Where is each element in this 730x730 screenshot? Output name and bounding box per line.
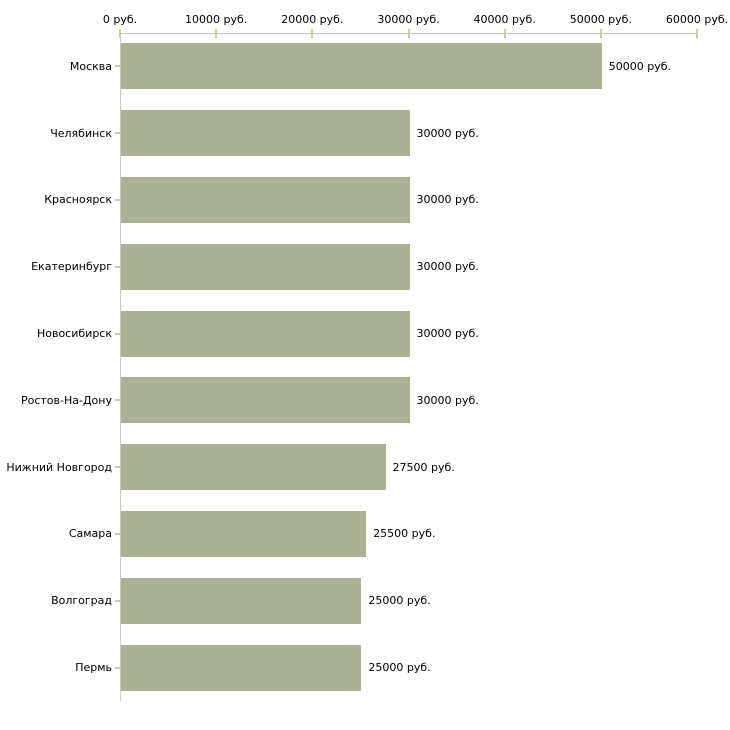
value-label: 27500 руб. (392, 460, 455, 474)
bar-row-rostov-na-donu: Ростов-На-Дону 30000 руб. (0, 367, 730, 434)
category-label: Самара (68, 527, 112, 541)
value-label: 30000 руб. (416, 193, 479, 207)
bar-row-nizhniy-novgorod: Нижний Новгород 27500 руб. (0, 434, 730, 501)
bar-row-krasnoyarsk: Красноярск 30000 руб. (0, 167, 730, 234)
y-tick-mark (115, 65, 120, 68)
bar-row-chelyabinsk: Челябинск 30000 руб. (0, 100, 730, 167)
value-label: 30000 руб. (416, 260, 479, 274)
plot-area: Москва 50000 руб. Челябинск 30000 руб. К… (0, 33, 730, 701)
bar[interactable] (121, 243, 410, 290)
y-axis-line (120, 33, 121, 701)
category-label: Красноярск (44, 193, 112, 207)
y-tick-mark (115, 198, 120, 201)
x-tick-label: 50000 руб. (569, 13, 632, 26)
category-label: Москва (69, 59, 112, 73)
bar[interactable] (121, 577, 362, 624)
bar-row-volgograd: Волгоград 25000 руб. (0, 567, 730, 634)
value-label: 50000 руб. (608, 59, 672, 73)
bar-row-perm: Пермь 25000 руб. (0, 634, 730, 701)
y-tick-mark (115, 399, 120, 402)
x-tick-mark (696, 29, 698, 38)
bar[interactable] (121, 644, 362, 691)
x-tick-mark (119, 29, 121, 38)
bar[interactable] (121, 510, 367, 557)
bar[interactable] (121, 444, 386, 491)
y-tick-mark (115, 466, 120, 469)
bar[interactable] (121, 310, 410, 357)
x-tick-label: 60000 руб. (665, 13, 729, 26)
bar-row-samara: Самара 25500 руб. (0, 501, 730, 568)
bar[interactable] (121, 110, 410, 157)
value-label: 25500 руб. (373, 527, 436, 541)
x-tick-mark (215, 29, 218, 38)
category-label: Ростов-На-Дону (20, 393, 112, 407)
value-label: 30000 руб. (416, 393, 479, 407)
y-tick-mark (115, 599, 120, 602)
category-label: Екатеринбург (31, 260, 112, 274)
x-tick-label: 0 руб. (102, 13, 138, 26)
x-tick-mark (503, 29, 506, 38)
value-label: 25000 руб. (368, 661, 431, 675)
bar-row-ekaterinburg: Екатеринбург 30000 руб. (0, 233, 730, 300)
value-label: 30000 руб. (416, 126, 479, 140)
bar[interactable] (121, 377, 410, 424)
bar[interactable] (121, 176, 410, 223)
x-tick-mark (407, 29, 410, 38)
category-label: Пермь (75, 661, 112, 675)
category-label: Челябинск (50, 126, 112, 140)
bar[interactable] (121, 43, 602, 90)
x-tick-label: 30000 руб. (377, 13, 440, 26)
category-label: Новосибирск (36, 327, 112, 341)
category-label: Волгоград (51, 594, 112, 608)
y-tick-mark (115, 532, 120, 535)
x-tick-mark (599, 29, 602, 38)
x-tick-label: 20000 руб. (281, 13, 344, 26)
x-tick-mark (311, 29, 314, 38)
y-tick-mark (115, 265, 120, 268)
x-tick-label: 10000 руб. (185, 13, 248, 26)
category-label: Нижний Новгород (6, 460, 112, 474)
y-tick-mark (115, 332, 120, 335)
y-tick-mark (115, 666, 120, 669)
x-tick-label: 40000 руб. (473, 13, 536, 26)
bar-row-moskva: Москва 50000 руб. (0, 33, 730, 100)
value-label: 25000 руб. (368, 594, 431, 608)
value-label: 30000 руб. (416, 327, 479, 341)
bar-row-novosibirsk: Новосибирск 30000 руб. (0, 300, 730, 367)
y-tick-mark (115, 132, 120, 135)
